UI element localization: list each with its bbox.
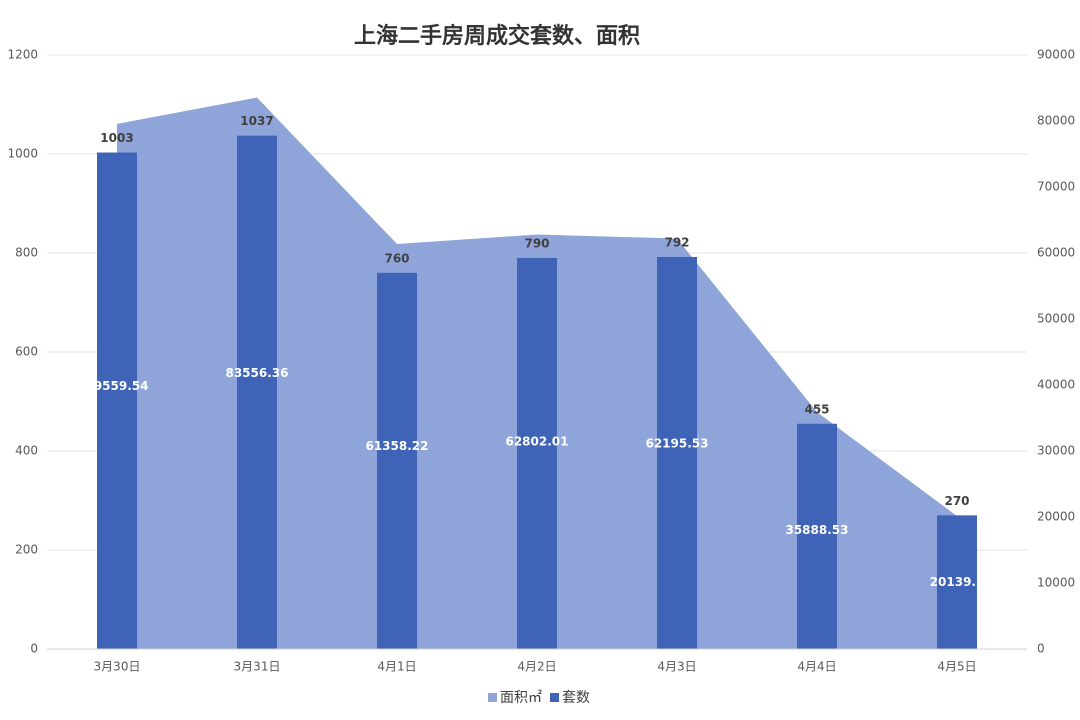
bar [937,515,977,649]
x-tick-label: 4月4日 [797,660,836,674]
data-label: 455 [804,402,829,416]
y2-tick-label: 40000 [1037,378,1075,392]
bar [517,257,557,649]
data-label: 79559.54 [85,379,148,393]
y2-tick-label: 80000 [1037,114,1075,128]
x-tick-label: 4月2日 [517,660,556,674]
y-tick-label: 800 [15,246,38,260]
legend-swatch [488,693,497,702]
legend-label: 面积㎡ [500,690,542,706]
data-label: 760 [384,251,409,265]
y-tick-label: 0 [30,642,38,656]
data-label: 62195.53 [645,436,708,450]
bar [97,152,137,649]
data-label: 35888.53 [785,523,848,537]
bar [797,423,837,649]
y-tick-label: 600 [15,345,38,359]
bar [377,272,417,649]
data-label: 270 [944,494,969,508]
data-label: 20139.5 [930,575,985,589]
x-tick-label: 4月5日 [937,660,976,674]
bar [657,256,697,649]
y2-tick-label: 30000 [1037,444,1075,458]
x-tick-label: 3月31日 [234,660,281,674]
y-tick-label: 400 [15,444,38,458]
bar [237,135,277,649]
y2-tick-label: 10000 [1037,576,1075,590]
x-tick-label: 4月1日 [377,660,416,674]
data-label: 61358.22 [365,439,428,453]
y2-tick-label: 50000 [1037,312,1075,326]
y-tick-label: 200 [15,543,38,557]
data-label: 790 [524,236,549,250]
y2-tick-label: 90000 [1037,48,1075,62]
data-label: 792 [664,235,689,249]
y2-tick-label: 0 [1037,642,1045,656]
data-label: 83556.36 [225,366,288,380]
data-label: 1003 [100,131,133,145]
legend-label: 套数 [562,690,590,706]
legend-swatch [550,693,559,702]
data-label: 1037 [240,114,273,128]
y2-tick-label: 60000 [1037,246,1075,260]
y-tick-label: 1200 [7,48,38,62]
x-tick-label: 3月30日 [94,660,141,674]
y2-tick-label: 70000 [1037,180,1075,194]
y-tick-label: 1000 [7,147,38,161]
data-label: 62802.01 [505,434,568,448]
x-tick-label: 4月3日 [657,660,696,674]
y2-tick-label: 20000 [1037,510,1075,524]
chart-title: 上海二手房周成交套数、面积 [354,23,640,49]
